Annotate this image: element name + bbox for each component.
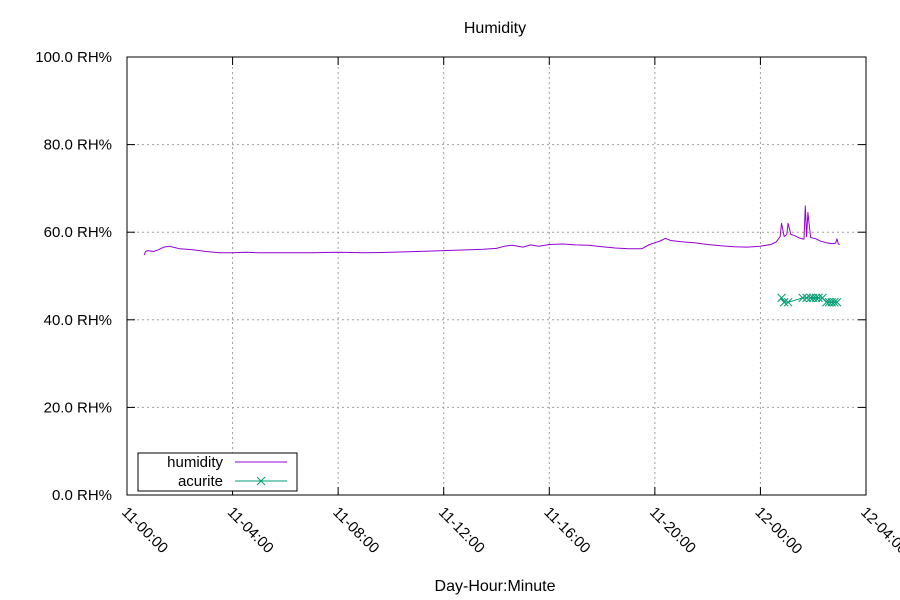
x-tick-label: 12-00:00	[752, 504, 806, 558]
data-point-acurite	[802, 293, 811, 303]
y-tick-label: 60.0 RH%	[44, 224, 112, 241]
plot-frame	[126, 56, 867, 496]
y-axis-ticks: 0.0 RH% 20.0 RH% 40.0 RH% 60.0 RH% 80.0 RH% 1…	[35, 49, 866, 504]
data-point-acurite	[798, 293, 808, 303]
grid-lines	[127, 57, 866, 495]
y-tick-label: 0.0 RH%	[52, 487, 112, 504]
data-point-acurite	[779, 297, 789, 307]
series-layer	[143, 205, 842, 307]
x-tick-label: 11-00:00	[118, 504, 171, 557]
chart-title: Humidity	[464, 20, 526, 37]
y-tick-label: 40.0 RH%	[44, 312, 112, 329]
data-point-acurite	[814, 293, 823, 303]
x-tick-label: 11-16:00	[540, 504, 593, 557]
legend-marker-symbol	[256, 476, 266, 486]
x-tick-label: 12-04:00	[857, 504, 900, 558]
x-tick-label: 11-04:00	[224, 504, 277, 557]
legend-marker-acurite	[256, 476, 266, 486]
series-line-humidity	[143, 205, 840, 256]
x-tick-label: 11-12:00	[435, 504, 488, 557]
x-tick-label: 11-20:00	[646, 504, 699, 557]
legend-label-acurite: acurite	[178, 473, 223, 490]
data-point-acurite	[832, 297, 842, 307]
legend-box	[137, 452, 298, 492]
x-tick-label: 11-08:00	[329, 504, 382, 557]
data-point-acurite	[777, 293, 786, 303]
y-tick-label: 100.0 RH%	[35, 49, 112, 66]
data-point-acurite	[783, 297, 793, 307]
legend-label-humidity: humidity	[167, 454, 223, 471]
x-axis-title: Day-Hour:Minute	[435, 578, 556, 595]
legend: humidity acurite	[137, 452, 298, 492]
data-point-acurite	[811, 293, 821, 303]
y-tick-label: 80.0 RH%	[44, 137, 112, 154]
data-point-acurite	[829, 297, 839, 307]
y-tick-label: 20.0 RH%	[44, 399, 112, 416]
